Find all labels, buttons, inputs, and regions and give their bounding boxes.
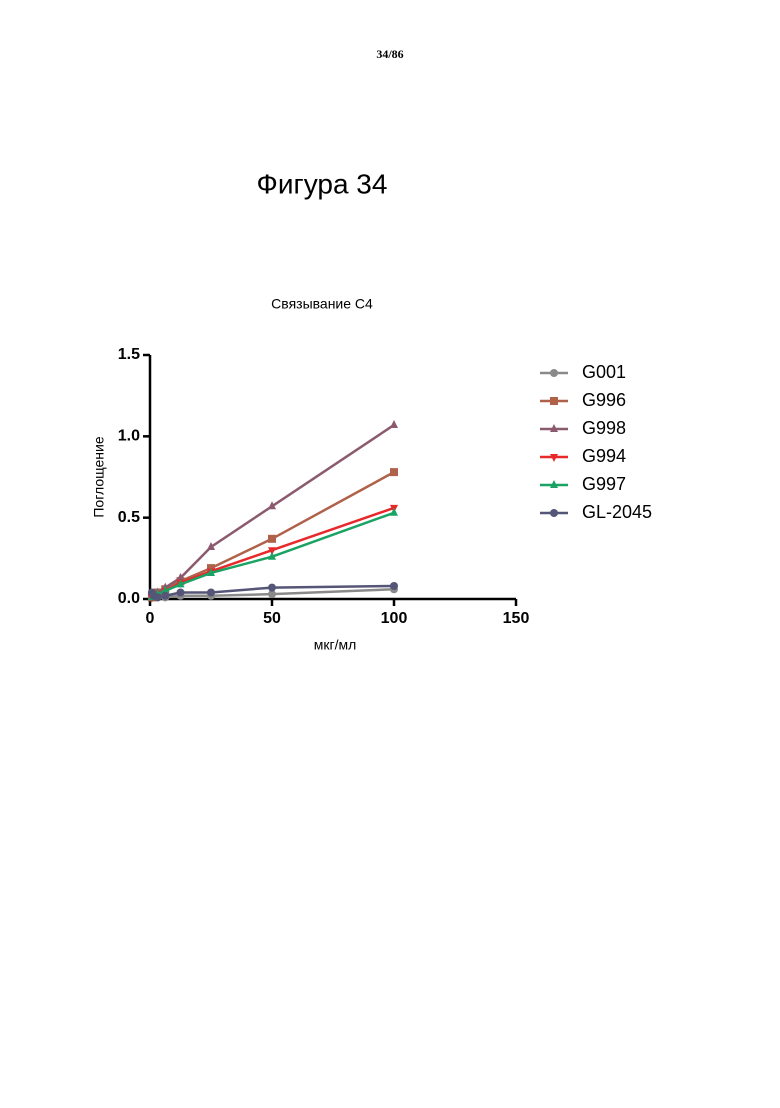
legend-label: GL-2045 [582, 502, 652, 522]
marker [550, 369, 558, 377]
marker [390, 420, 398, 428]
marker [161, 592, 169, 600]
y-tick-label: 1.5 [118, 346, 140, 363]
figure-title: Фигура 34 [257, 168, 388, 199]
marker [550, 397, 558, 405]
series-line [152, 425, 394, 597]
chart-title: Связывание C4 [271, 296, 373, 312]
x-tick-label: 50 [263, 610, 281, 627]
marker [390, 582, 398, 590]
legend-label: G996 [582, 390, 626, 410]
marker [390, 468, 398, 476]
marker [154, 593, 162, 601]
page-number: 34/86 [376, 47, 403, 61]
legend-label: G997 [582, 474, 626, 494]
legend-label: G994 [582, 446, 626, 466]
page: 34/86 Фигура 34 Связывание C4 мкг/мл Пог… [0, 0, 780, 1103]
marker [268, 535, 276, 543]
y-tick-label: 1.0 [118, 428, 140, 445]
y-axis-label: Поглощение [91, 436, 107, 517]
marker [177, 588, 185, 596]
x-tick-label: 100 [381, 610, 408, 627]
x-tick-label: 0 [146, 610, 155, 627]
x-tick-label: 150 [503, 610, 530, 627]
x-axis-label: мкг/мл [314, 637, 357, 653]
y-tick-label: 0.0 [118, 590, 140, 607]
y-tick-label: 0.5 [118, 509, 140, 526]
marker [268, 584, 276, 592]
legend-label: G998 [582, 418, 626, 438]
marker [207, 588, 215, 596]
legend-label: G001 [582, 362, 626, 382]
marker [550, 509, 558, 517]
